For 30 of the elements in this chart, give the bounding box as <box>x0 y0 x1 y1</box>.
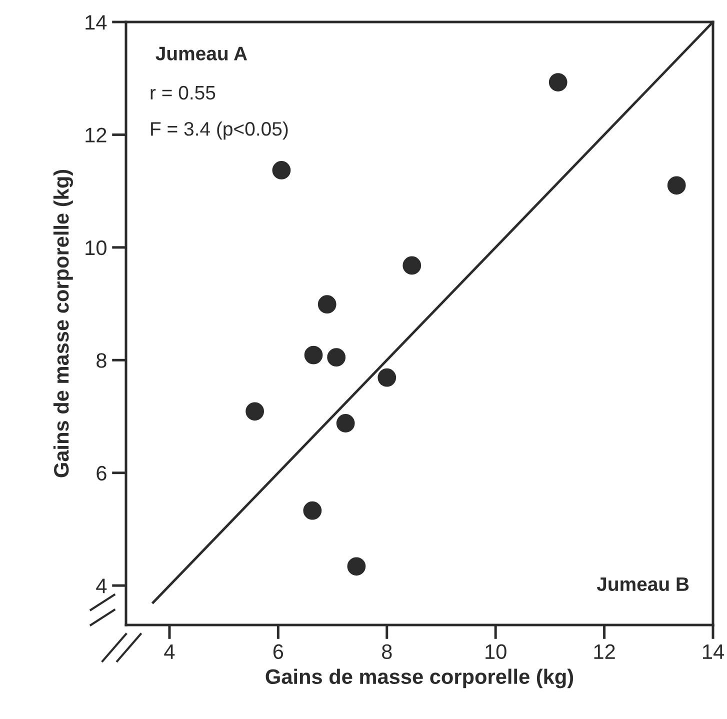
y-tick-label: 6 <box>96 466 106 481</box>
y-tick-label: 4 <box>96 578 107 594</box>
point <box>336 414 355 432</box>
annotation: r = 0.55 <box>150 86 216 100</box>
annotation: Jumeau B <box>596 577 689 592</box>
point <box>327 348 346 367</box>
point <box>272 161 291 180</box>
x-tick-label: 12 <box>594 644 615 659</box>
point <box>378 368 396 387</box>
annotation: F = 3.4 (p<0.05) <box>151 121 288 140</box>
x-tick-label: 8 <box>382 644 392 660</box>
point <box>548 73 568 92</box>
x-tick-label: 6 <box>273 644 284 660</box>
point <box>318 295 336 314</box>
point <box>402 256 422 275</box>
point <box>304 346 323 364</box>
point <box>347 557 366 576</box>
y-tick-label: 14 <box>86 15 107 30</box>
x-tick-label: 4 <box>164 644 175 659</box>
y-tick-label: 10 <box>86 240 106 256</box>
y-tick-label: 12 <box>86 128 106 142</box>
x-tick-label: 10 <box>486 644 506 660</box>
annotation: Jumeau A <box>156 46 248 60</box>
point <box>303 501 322 520</box>
point <box>246 402 264 421</box>
x-axis-title: Gains de masse corporelle (kg) <box>266 668 574 688</box>
x-tick-label: 14 <box>703 644 724 659</box>
y-axis-title: Gains de masse corporelle (kg) <box>53 170 73 478</box>
y-tick-label: 8 <box>96 353 106 368</box>
point <box>667 176 686 195</box>
